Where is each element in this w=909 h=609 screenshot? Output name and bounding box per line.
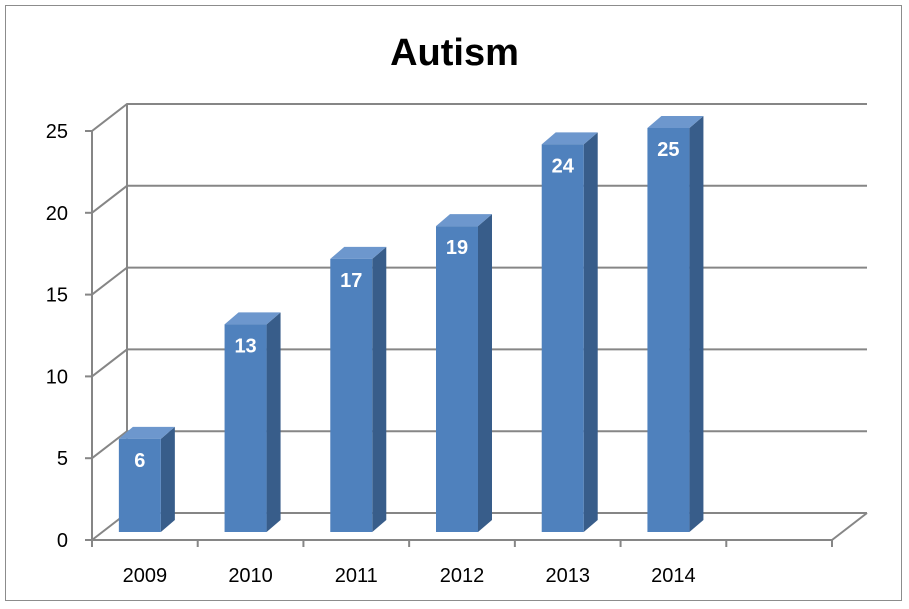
bar [330,258,373,532]
bar-side [478,214,492,532]
data-label: 17 [340,270,362,292]
x-tick-label: 2013 [545,565,590,587]
y-tick-label: 5 [57,448,68,470]
y-tick-label: 10 [46,366,68,388]
x-tick-label: 2014 [651,565,696,587]
bar-top [330,246,387,259]
bar-top [436,214,492,227]
bar-top [541,132,598,145]
bar-side [372,246,387,532]
bar-side [689,116,704,532]
y-tick-label: 20 [46,203,68,225]
x-tick-label: 2010 [228,565,273,587]
y-tick-label: 0 [57,530,68,552]
x-tick-label: 2009 [123,565,168,587]
data-label: 24 [552,155,575,177]
x-tick-label: 2012 [440,565,485,587]
bar [541,144,584,533]
y-tick-label: 25 [46,121,68,143]
data-label: 6 [134,450,145,472]
bar [436,226,478,532]
axes [85,130,833,547]
data-label: 25 [657,139,679,161]
data-label: 13 [234,335,256,357]
bar [647,128,690,532]
bar [118,438,161,532]
floor-right-edge [831,512,868,541]
x-tick-label: 2011 [335,565,378,587]
gridline [91,103,867,132]
bar-top [647,116,704,128]
labels: 0 5 10 15 20 25 6 2009 13 2010 17 2011 19 2012 24 2013 2… [46,121,696,587]
chart-title: Autism [390,32,519,74]
y-tick-label: 15 [46,285,68,307]
bar-side [160,426,175,532]
bar-side [583,132,598,533]
gridlines [91,103,868,541]
bar [224,324,267,532]
bar-top [118,426,175,439]
data-label: 19 [446,237,468,259]
bars [118,116,704,533]
bar-side [266,312,281,532]
gridline [91,184,867,214]
bar-top [224,312,281,325]
